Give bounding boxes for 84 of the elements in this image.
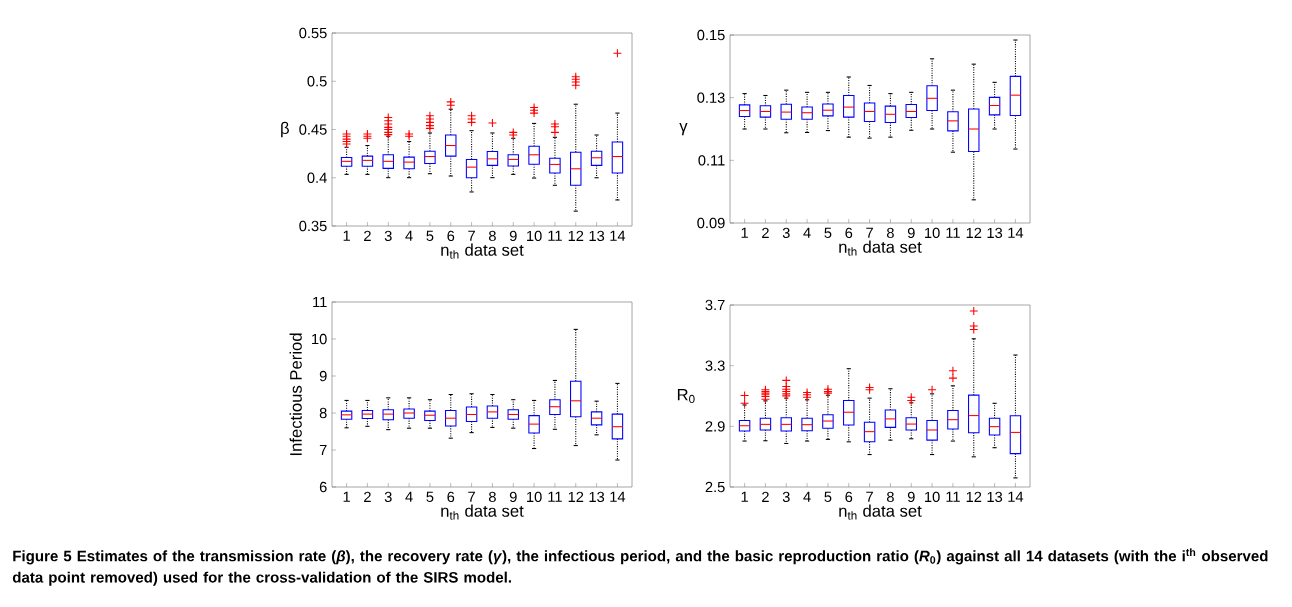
x-tick-label: 5 — [824, 227, 832, 238]
y-tick-label: 0.55 — [299, 27, 327, 39]
y-tick-label: 3.7 — [705, 299, 725, 311]
y-tick-label: 7 — [319, 444, 327, 456]
x-tick-label: 8 — [488, 230, 496, 242]
x-tick-label: 2 — [364, 230, 371, 241]
y-axis-title: γ — [679, 122, 688, 136]
x-tick-label: 13 — [589, 230, 605, 242]
y-tick-label: 2.5 — [705, 481, 725, 493]
x-tick-label: 9 — [509, 230, 517, 242]
x-tick-label: 10 — [925, 491, 940, 503]
x-tick-label: 6 — [447, 230, 455, 242]
x-axis-title: n$_{th}$ data set — [839, 504, 922, 520]
y-tick-label: 11 — [313, 296, 327, 308]
x-tick-label: 4 — [405, 491, 413, 502]
x-tick-label: 13 — [987, 227, 1003, 239]
x-tick-label: 3 — [782, 491, 790, 503]
y-tick-label: 0.45 — [299, 124, 327, 135]
y-tick-label: 0.15 — [697, 29, 725, 41]
y-tick-label: 0.5 — [307, 76, 327, 87]
x-tick-label: 5 — [824, 491, 832, 502]
y-tick-label: 9 — [319, 370, 327, 382]
y-tick-label: 0.4 — [307, 172, 327, 183]
y-axis-title: R$_{0}$ — [677, 388, 695, 404]
y-tick-label: 8 — [319, 407, 327, 419]
y-tick-label: 6 — [319, 481, 327, 493]
x-tick-label: 5 — [426, 491, 434, 502]
x-tick-label: 4 — [803, 491, 811, 502]
x-axis-title: n$_{th}$ data set — [441, 243, 524, 259]
x-tick-label: 9 — [907, 227, 915, 239]
x-tick-label: 3 — [384, 230, 392, 242]
x-tick-label: 4 — [405, 230, 413, 241]
x-tick-label: 12 — [568, 491, 584, 502]
x-tick-label: 1 — [741, 491, 748, 502]
x-tick-label: 8 — [886, 227, 894, 239]
x-tick-label: 7 — [866, 491, 873, 502]
x-tick-label: 14 — [1008, 227, 1024, 238]
text: Figure 5 Estimates of the transmission rate (β), the recovery rate (γ), the infectious period, and the basic reproduction ratio (R$_{0}$) against all 14 datasets (with the i$^{th}$ observed data point removed) used for the cross-validation of the SIRS model. — [12, 548, 1268, 586]
y-tick-label: 3.3 — [705, 360, 725, 371]
x-tick-label: 9 — [509, 491, 517, 503]
x-tick-label: 11 — [946, 227, 960, 238]
x-tick-label: 4 — [803, 227, 811, 238]
x-tick-label: 8 — [488, 491, 496, 503]
x-tick-label: 1 — [343, 230, 350, 241]
y-tick-label: 0.11 — [698, 155, 725, 166]
x-tick-label: 11 — [946, 491, 960, 502]
y-tick-label: 2.9 — [705, 421, 725, 432]
x-tick-label: 3 — [384, 491, 392, 503]
x-tick-label: 7 — [468, 230, 475, 241]
y-tick-label: 10 — [312, 333, 327, 345]
x-tick-label: 14 — [610, 491, 626, 502]
x-tick-label: 13 — [589, 491, 605, 503]
y-axis-title: Infectious Period — [289, 333, 302, 456]
x-tick-label: 11 — [548, 230, 562, 241]
x-axis-title: n$_{th}$ data set — [839, 240, 922, 256]
x-tick-label: 5 — [426, 230, 434, 241]
x-tick-label: 9 — [907, 491, 915, 503]
x-tick-label: 1 — [343, 491, 350, 502]
x-axis-title: n$_{th}$ data set — [441, 504, 524, 520]
x-tick-label: 10 — [925, 227, 940, 239]
x-tick-label: 14 — [1008, 491, 1024, 502]
x-tick-label: 7 — [468, 491, 475, 502]
x-tick-label: 11 — [548, 491, 562, 502]
x-tick-label: 8 — [886, 491, 894, 503]
x-tick-label: 2 — [762, 491, 769, 502]
y-tick-label: 0.13 — [697, 92, 725, 103]
x-tick-label: 10 — [527, 230, 542, 242]
x-tick-label: 13 — [987, 491, 1003, 503]
x-tick-label: 14 — [610, 230, 626, 241]
y-tick-label: 0.09 — [697, 217, 725, 229]
x-tick-label: 6 — [845, 227, 853, 239]
x-tick-label: 7 — [866, 227, 873, 238]
x-tick-label: 6 — [845, 491, 853, 503]
x-tick-label: 10 — [527, 491, 542, 503]
x-tick-label: 6 — [447, 491, 455, 503]
y-axis-title: β — [281, 121, 289, 138]
x-tick-label: 12 — [568, 230, 584, 241]
x-tick-label: 3 — [782, 227, 790, 239]
x-tick-label: 2 — [364, 491, 371, 502]
x-tick-label: 2 — [762, 227, 769, 238]
x-tick-label: 12 — [966, 491, 982, 502]
y-tick-label: 0.35 — [299, 220, 327, 232]
x-tick-label: 1 — [741, 227, 748, 238]
x-tick-label: 12 — [966, 227, 982, 238]
